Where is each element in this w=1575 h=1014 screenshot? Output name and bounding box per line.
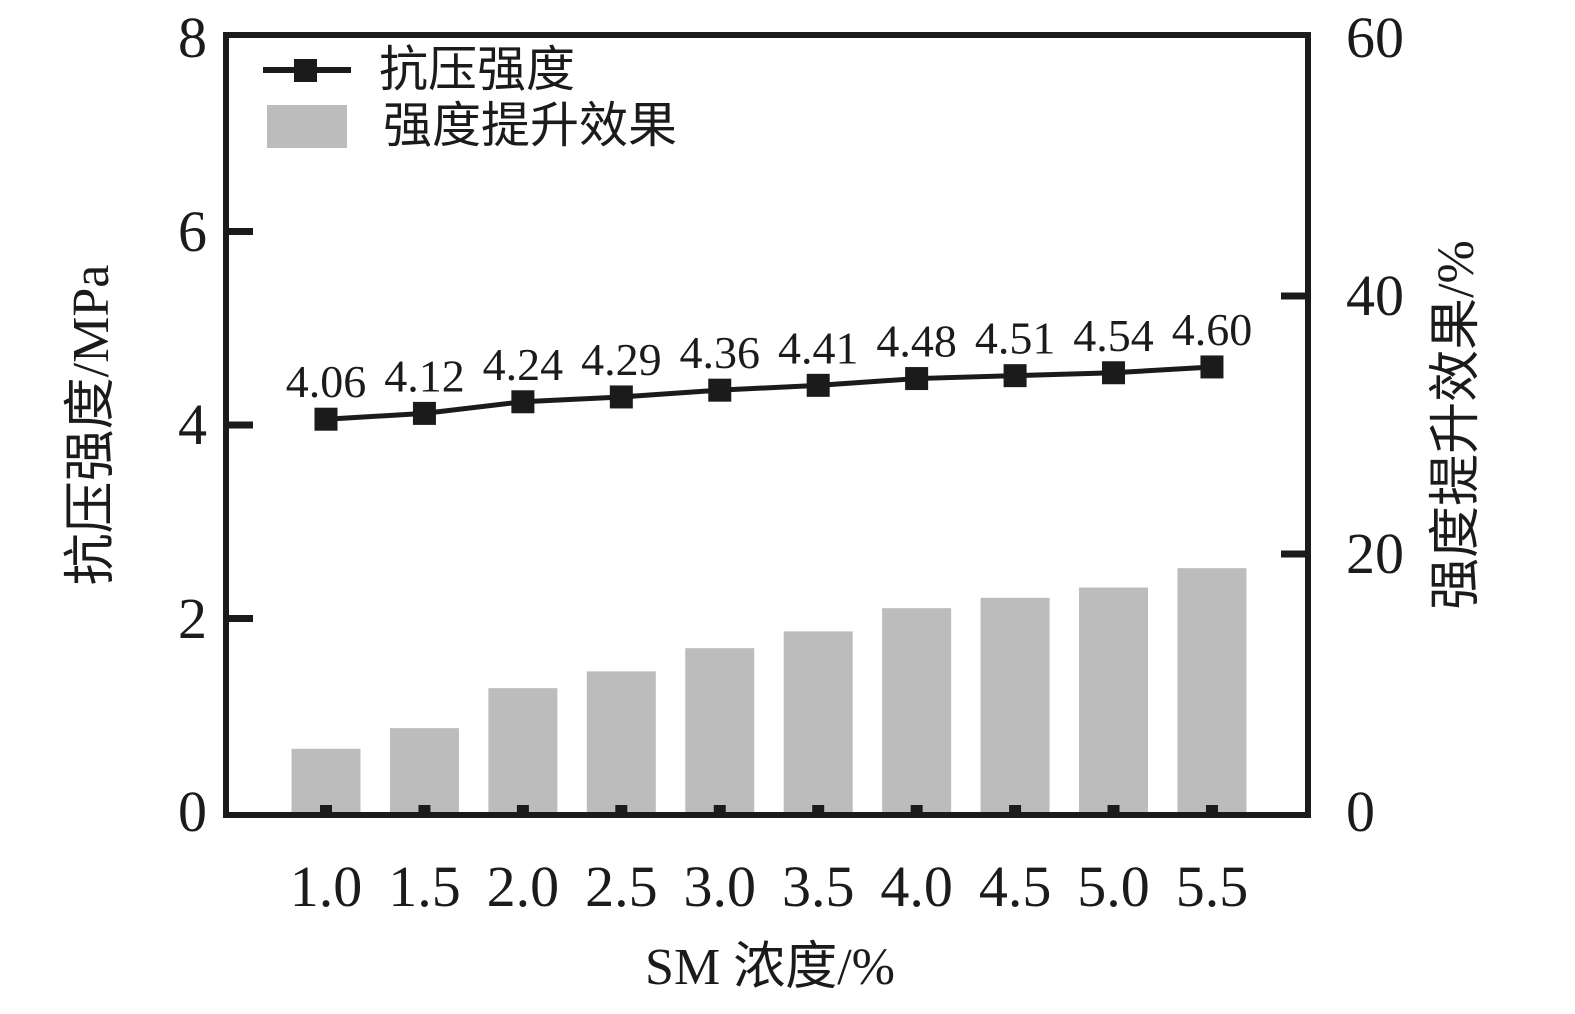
y-axis-right-title: 强度提升效果/% <box>1428 240 1485 610</box>
legend-item-line: 抗压强度 <box>263 42 677 98</box>
line-marker <box>609 385 633 409</box>
y-tick-left <box>229 615 253 622</box>
legend: 抗压强度 强度提升效果 <box>263 42 677 154</box>
bar <box>783 631 853 812</box>
data-label: 4.54 <box>1073 310 1154 361</box>
y-axis-right-tick-label: 40 <box>1346 263 1404 328</box>
y-axis-left-tick-label: 0 <box>178 779 207 844</box>
y-tick-right <box>1281 550 1305 558</box>
bar <box>980 597 1050 812</box>
x-tick <box>1107 805 1120 812</box>
x-tick <box>812 805 825 812</box>
x-axis-tick-label: 2.0 <box>486 854 560 919</box>
x-axis-tick-label: 2.5 <box>585 854 658 919</box>
y-axis-left-tick-label: 8 <box>178 5 207 70</box>
y-axis-left-tick-label: 2 <box>178 585 207 651</box>
legend-label-line: 抗压强度 <box>379 42 576 97</box>
legend-item-bar: 强度提升效果 <box>263 98 677 154</box>
line-series <box>325 364 1213 422</box>
x-tick <box>1205 805 1218 812</box>
y-axis-left-tick-label: 4 <box>178 392 207 457</box>
line-marker <box>511 390 535 414</box>
data-label: 4.36 <box>680 327 761 378</box>
y-tick-left <box>229 421 253 429</box>
x-tick <box>910 805 923 812</box>
legend-label-bar: 强度提升效果 <box>383 98 678 153</box>
x-axis-tick-label: 3.0 <box>683 854 757 919</box>
data-label: 4.24 <box>483 339 564 390</box>
y-tick-left <box>229 228 253 235</box>
bar <box>1079 587 1149 812</box>
y-axis-right-tick-label: 60 <box>1346 5 1404 70</box>
line-marker <box>708 378 732 402</box>
bar <box>1177 568 1247 812</box>
line-marker <box>1003 364 1027 388</box>
data-label: 4.06 <box>286 356 367 407</box>
data-label: 4.48 <box>876 316 957 367</box>
bar <box>586 671 656 812</box>
y-axis-left-tick-label: 6 <box>178 198 207 264</box>
bar <box>882 608 952 812</box>
x-tick <box>320 805 332 812</box>
y-axis-right-tick-label: 0 <box>1346 779 1375 844</box>
line-marker <box>905 367 929 391</box>
line-marker <box>1200 355 1224 379</box>
line-marker <box>314 407 338 431</box>
line-marker <box>1102 361 1126 385</box>
x-axis-tick-label: 1.5 <box>388 854 461 919</box>
x-tick <box>516 805 529 812</box>
bar-swatch-icon <box>267 104 347 148</box>
line-marker-swatch-icon <box>263 58 351 82</box>
x-axis-tick-label: 4.5 <box>978 854 1052 919</box>
data-label: 4.51 <box>975 313 1056 364</box>
x-tick <box>713 805 726 812</box>
x-tick <box>1009 805 1022 812</box>
y-axis-right-tick-label: 20 <box>1346 521 1404 586</box>
y-tick-right <box>1281 292 1305 300</box>
data-label: 4.60 <box>1172 304 1253 355</box>
x-axis-title: SM 浓度/% <box>645 939 895 996</box>
bar <box>291 748 361 812</box>
line-marker <box>806 373 830 397</box>
x-axis-tick-label: 3.5 <box>781 854 855 919</box>
data-label: 4.29 <box>581 334 662 385</box>
x-tick <box>418 805 431 812</box>
data-label: 4.12 <box>384 350 465 401</box>
x-axis-tick-label: 4.0 <box>880 854 953 919</box>
chart-canvas: 4.06 4.12 4.24 4.29 4.36 4.41 4.48 4.51 4.54 4.60 <box>229 228 1305 812</box>
plot-area: 4.06 4.12 4.24 4.29 4.36 4.41 4.48 4.51 4.54 4.60 <box>223 32 1311 818</box>
bar <box>488 688 558 812</box>
x-axis-tick-label: 5.5 <box>1175 854 1249 919</box>
bar <box>685 648 755 812</box>
line-marker <box>412 401 436 425</box>
data-label: 4.41 <box>778 322 859 373</box>
x-axis-tick-label: 1.0 <box>289 854 363 919</box>
x-tick <box>615 805 628 812</box>
x-axis-tick-label: 5.0 <box>1077 854 1150 919</box>
bar <box>389 728 459 812</box>
